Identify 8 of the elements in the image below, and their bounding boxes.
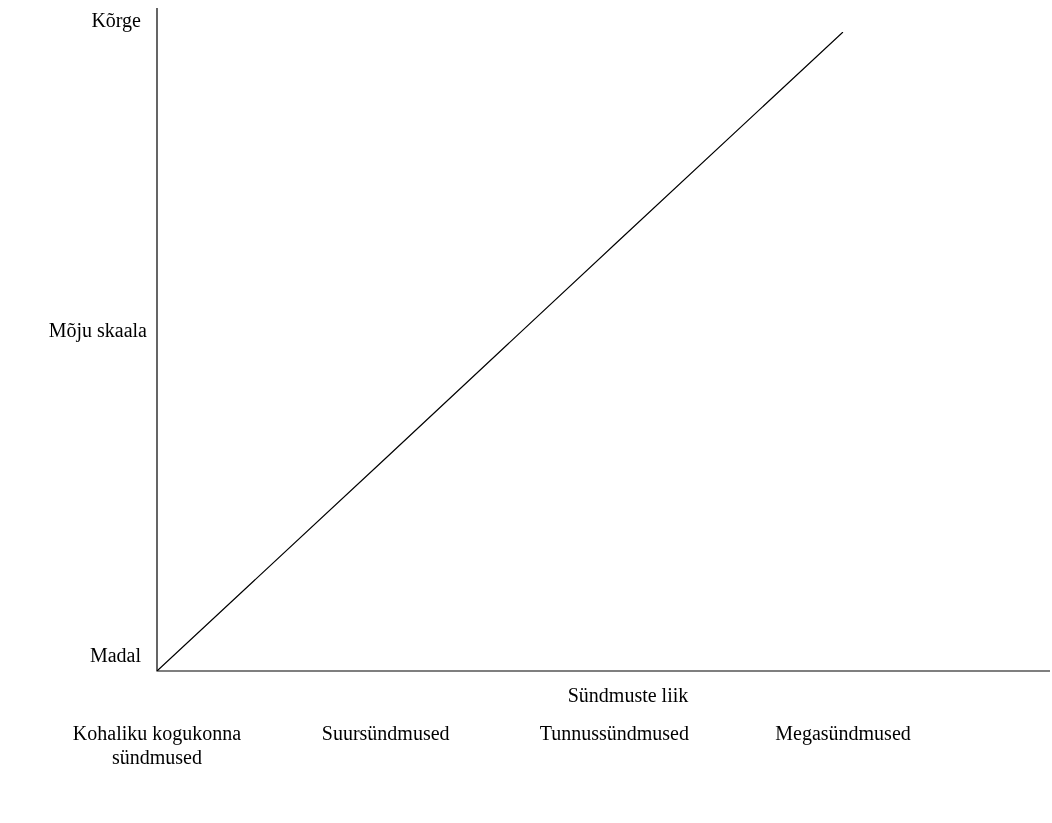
x-tick-label: Tunnussündmused — [539, 722, 689, 745]
x-tick-label: Megasündmused — [775, 722, 911, 746]
y-axis-title: Mõju skaala — [48, 319, 148, 343]
x-tick-label: Kohaliku kogukonna sündmused — [72, 722, 242, 769]
x-tick-label: Suursündmused — [321, 722, 450, 745]
text: Kõrge — [91, 9, 142, 33]
x-axis-title: Sündmuste liik — [567, 684, 689, 707]
text: Madal — [89, 644, 142, 667]
